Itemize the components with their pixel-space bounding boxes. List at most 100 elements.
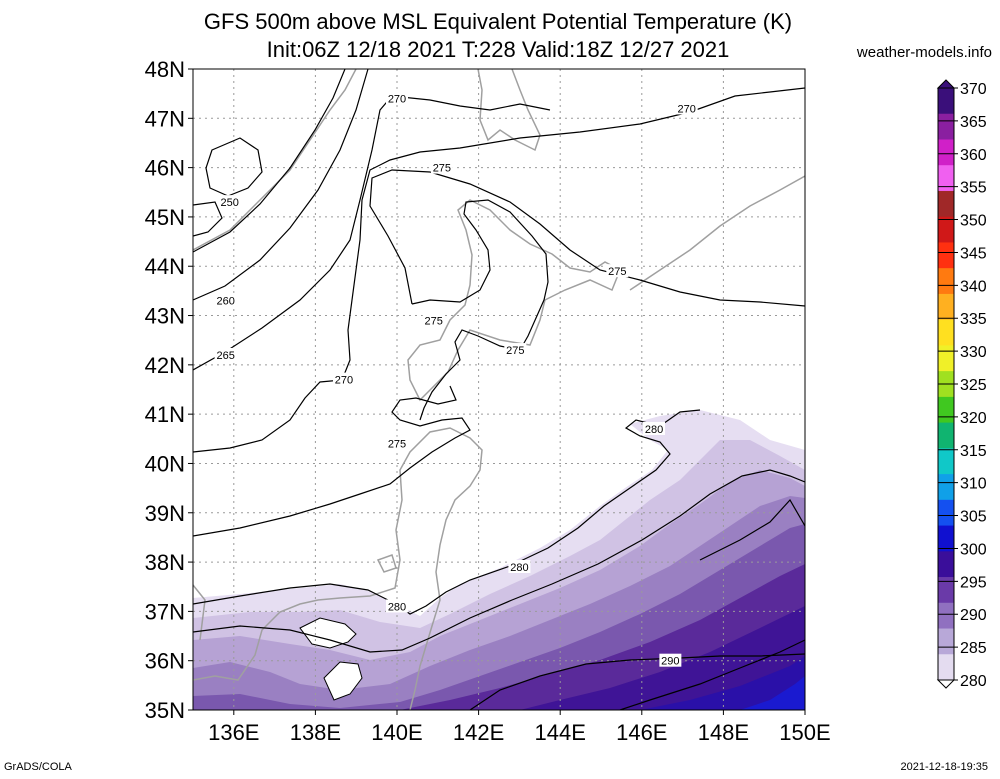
contour-label: 275 (433, 163, 451, 175)
contour-label: 290 (661, 656, 679, 668)
contour-label-bg (643, 421, 666, 435)
colorbar-swatch (938, 422, 954, 449)
colorbar-label: 290 (960, 607, 987, 624)
contour-290-east (619, 639, 805, 710)
contour-label: 265 (216, 350, 234, 362)
theta-e-shading (193, 410, 805, 710)
colorbar-label: 315 (960, 443, 987, 460)
contour-292 (699, 498, 805, 561)
colorbar-label: 340 (960, 278, 987, 295)
colorbar-swatch (938, 165, 954, 192)
x-tick-label: 142E (453, 720, 504, 745)
x-tick-label: 138E (290, 720, 341, 745)
colorbar-label: 330 (960, 344, 987, 361)
y-tick-label: 41N (145, 402, 185, 427)
y-tick-label: 36N (145, 649, 185, 674)
colorbar-max-arrow (936, 79, 956, 89)
contour-labels: 250 260 265 270 270 270 275 275 275 275 275 280 280 2… (214, 91, 698, 668)
contour-280 (193, 409, 701, 615)
contour-label: 270 (678, 103, 696, 115)
colorbar-swatch (938, 448, 954, 475)
colorbar-swatch (938, 396, 954, 424)
contour-275-north (369, 169, 805, 307)
contour-285 (193, 469, 805, 653)
y-tick-label: 48N (145, 57, 185, 82)
colorbar-label: 355 (960, 180, 987, 197)
contour-275-hokkaido (411, 199, 549, 421)
contour-label: 275 (425, 315, 443, 327)
y-tick-label: 45N (145, 205, 185, 230)
colorbar-label: 370 (960, 81, 987, 98)
shade-hole-2 (323, 661, 363, 701)
contour-label: 275 (608, 266, 626, 278)
contour-label: 280 (510, 562, 528, 574)
x-tick-label: 148E (698, 720, 749, 745)
contour-290 (469, 653, 805, 710)
coastlines (193, 69, 805, 710)
contour-255 (193, 69, 346, 253)
source-credit: weather-models.info (856, 44, 992, 61)
x-tick-label: 150E (779, 720, 830, 745)
colorbar-label: 360 (960, 147, 987, 164)
colorbar-label: 280 (960, 673, 987, 690)
colorbar-swatch (938, 216, 954, 243)
contour-label-bg (386, 91, 408, 105)
colorbar-swatch (938, 577, 954, 604)
contour-label-bg (332, 372, 355, 386)
contour-label-bg (214, 293, 237, 307)
coast-continent (193, 69, 357, 251)
colorbar: 370 365 360 355 350 345 340 335 330 325 320 315 310 3… (936, 79, 987, 690)
contour-label-bg (422, 313, 445, 327)
contour-label-bg (214, 347, 237, 361)
y-tick-label: 44N (145, 254, 185, 279)
x-tick-label: 140E (371, 720, 422, 745)
footer-timestamp: 2021-12-18-19:35 (900, 761, 988, 773)
contour-250 (193, 201, 223, 237)
contour-label: 280 (645, 424, 663, 436)
coast-sakhalin (477, 69, 541, 152)
footer-software: GrADS/COLA (4, 761, 72, 773)
colorbar-label: 300 (960, 541, 987, 558)
contour-label: 250 (221, 197, 239, 209)
colorbar-label: 325 (960, 377, 987, 394)
colorbar-swatch (938, 319, 954, 346)
colorbar-label: 295 (960, 574, 987, 591)
colorbar-swatch (938, 268, 954, 295)
y-tick-label: 47N (145, 106, 185, 131)
colorbar-swatch (938, 139, 954, 166)
coast-hokkaido (407, 199, 621, 402)
y-tick-label: 39N (145, 501, 185, 526)
colorbar-label: 305 (960, 509, 987, 526)
map-area: 250 260 265 270 270 270 275 275 275 275 275 280 280 2… (193, 69, 805, 710)
shade-294 (640, 656, 805, 710)
contour-label-bg (430, 160, 453, 174)
contour-label: 275 (388, 439, 406, 451)
contour-275-south (193, 385, 471, 537)
x-tick-label: 146E (616, 720, 667, 745)
chart-subtitle: Init:06Z 12/18 2021 T:228 Valid:18Z 12/2… (266, 37, 730, 62)
colorbar-swatch (938, 242, 954, 269)
colorbar-label: 310 (960, 476, 987, 493)
contour-label-bg (218, 195, 241, 209)
shade-292 (520, 606, 805, 710)
colorbar-label: 345 (960, 245, 987, 262)
contour-label-bg (675, 101, 698, 115)
contour-265 (193, 95, 551, 371)
x-tick-label: 144E (535, 720, 586, 745)
chart-title: GFS 500m above MSL Equivalent Potential … (203, 9, 793, 34)
colorbar-label: 320 (960, 410, 987, 427)
map-frame (192, 68, 806, 711)
colorbar-swatch (938, 602, 954, 630)
contour-label: 280 (388, 601, 406, 613)
y-tick-label: 38N (145, 550, 185, 575)
colorbar-swatch (938, 88, 954, 115)
colorbar-swatch (938, 474, 954, 501)
colorbar-swatch (938, 551, 954, 578)
colorbar-label: 350 (960, 213, 987, 230)
y-tick-label: 42N (145, 353, 185, 378)
contour-260 (193, 69, 369, 301)
contour-label-bg (386, 436, 408, 450)
y-axis-labels: 48N 47N 46N 45N 44N 43N 42N 41N 40N 39N 38N 37N 36N 3… (145, 57, 193, 723)
contour-label-bg (386, 599, 408, 613)
